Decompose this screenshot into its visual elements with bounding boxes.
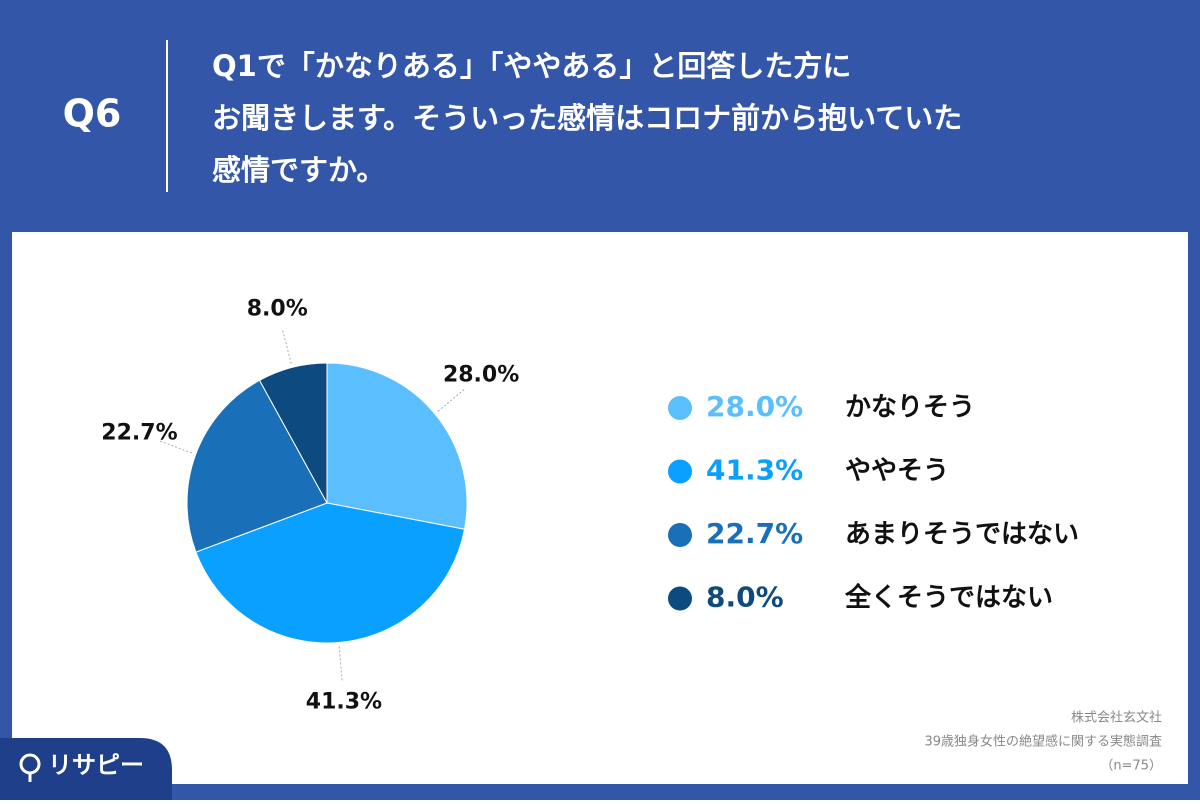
leader-line <box>159 440 193 454</box>
leader-line <box>338 646 343 681</box>
question-number: Q6 <box>63 92 122 136</box>
slice-label: 8.0% <box>247 296 308 321</box>
brand-tab <box>0 738 172 800</box>
legend-value: 8.0% <box>706 581 784 614</box>
pie-slice <box>258 362 328 504</box>
slice-label: 22.7% <box>101 420 177 445</box>
question-line: Q1で「かなりある」「ややある」と回答した方に <box>212 49 851 83</box>
leader-line <box>437 389 465 412</box>
legend-value: 41.3% <box>706 454 803 487</box>
legend-value: 28.0% <box>706 390 803 423</box>
source-text: 39歳独身女性の絶望感に関する実態調査 <box>924 734 1162 750</box>
source-text: （n=75） <box>1100 759 1162 774</box>
legend-marker <box>668 586 692 611</box>
legend-label: ややそう <box>845 456 949 486</box>
slice-label: 28.0% <box>443 363 519 388</box>
legend-value: 22.7% <box>706 517 803 550</box>
pie-slice <box>186 379 328 553</box>
question-line: 感情ですか。 <box>212 153 385 187</box>
pie-slice <box>326 362 468 530</box>
brand-name: リサピー <box>48 751 144 779</box>
source-text: 株式会社玄文社 <box>1071 710 1162 726</box>
legend-marker <box>668 459 692 484</box>
pie-slice <box>195 502 466 644</box>
legend-label: 全くそうではない <box>844 582 1053 613</box>
legend-marker <box>668 396 692 420</box>
question-line: お聞きします。そういった感情はコロナ前から抱いていた <box>212 101 962 135</box>
legend-marker <box>668 523 692 547</box>
legend-label: かなりそう <box>845 393 975 423</box>
slice-label: 41.3% <box>306 689 382 714</box>
legend-label: あまりそうではない <box>845 520 1079 550</box>
leader-line <box>282 330 292 364</box>
